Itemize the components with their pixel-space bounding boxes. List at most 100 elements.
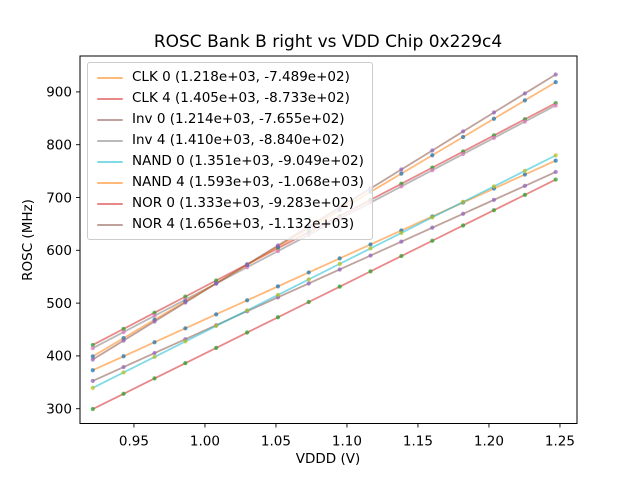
data-point (90, 385, 95, 391)
data-point (90, 368, 95, 373)
data-point (121, 354, 126, 359)
x-tick-label: 1.15 (403, 434, 433, 450)
data-point (306, 277, 311, 282)
data-point (430, 168, 435, 173)
data-point (152, 310, 157, 315)
series-nor-0 (90, 177, 558, 412)
legend-label-nand-4: NAND 4 (1.593e+03, -1.068e+03) (132, 174, 364, 190)
y-tick-label: 700 (46, 190, 72, 206)
data-point (306, 270, 311, 275)
data-point (214, 281, 219, 286)
data-point (183, 294, 188, 299)
data-point (183, 326, 188, 331)
data-point (461, 151, 466, 157)
data-point (152, 319, 157, 324)
data-point (522, 183, 527, 188)
data-point (183, 361, 188, 366)
x-tick-label: 0.95 (119, 434, 149, 450)
fit-line-clk-0 (92, 159, 557, 372)
data-point (337, 261, 342, 266)
data-point (214, 312, 219, 317)
x-tick-label: 1.20 (474, 434, 504, 450)
data-point (553, 72, 558, 77)
data-point (275, 315, 281, 320)
data-point (152, 313, 157, 318)
fit-line-nand-0 (92, 154, 557, 389)
legend-item-clk-0: CLK 0 (1.218e+03, -7.489e+02) (97, 67, 364, 88)
series-nand-0 (90, 153, 558, 391)
data-point (152, 340, 157, 345)
data-point (553, 153, 558, 158)
data-point (491, 184, 497, 189)
data-point (491, 208, 497, 213)
data-point (368, 253, 373, 258)
data-point (152, 376, 157, 381)
y-tick-label: 900 (46, 85, 72, 101)
data-point (183, 339, 188, 344)
data-point (461, 129, 466, 134)
data-point (152, 350, 157, 356)
data-point (245, 330, 250, 335)
x-tick-label: 1.00 (190, 434, 220, 450)
legend-swatch-nand-0 (97, 160, 123, 163)
data-point (553, 103, 558, 108)
data-point (121, 364, 126, 370)
legend-label-clk-4: CLK 4 (1.405e+03, -8.733e+02) (132, 90, 350, 106)
data-point (214, 323, 219, 329)
data-point (399, 171, 404, 176)
legend-label-nor-4: NOR 4 (1.656e+03, -1.132e+03) (132, 216, 355, 232)
series-clk-0 (90, 158, 558, 373)
data-point (337, 284, 342, 289)
data-point (553, 80, 558, 85)
legend-item-nand-0: NAND 0 (1.351e+03, -9.049e+02) (97, 151, 364, 172)
legend-swatch-inv-0 (97, 118, 123, 121)
data-point (337, 267, 342, 272)
legend-swatch-clk-4 (97, 97, 123, 100)
data-point (399, 253, 404, 259)
legend-item-nor-0: NOR 0 (1.333e+03, -9.283e+02) (97, 193, 364, 214)
data-point (461, 223, 466, 228)
data-point (275, 284, 281, 289)
data-point (430, 238, 435, 243)
legend-item-nand-4: NAND 4 (1.593e+03, -1.068e+03) (97, 172, 364, 193)
data-point (245, 298, 250, 303)
fit-line-nor-0 (92, 178, 557, 410)
legend: CLK 0 (1.218e+03, -7.489e+02) CLK 4 (1.40… (87, 62, 373, 240)
data-point (399, 184, 404, 189)
data-point (522, 119, 527, 124)
y-tick-label: 600 (46, 243, 72, 259)
x-tick-label: 1.05 (261, 434, 291, 450)
data-point (306, 299, 311, 305)
data-point (491, 135, 497, 140)
data-point (245, 262, 250, 267)
x-tick-label: 1.25 (545, 434, 575, 450)
data-point (522, 172, 527, 177)
data-point (90, 357, 95, 362)
legend-item-inv-4: Inv 4 (1.410e+03, -8.840e+02) (97, 130, 364, 151)
data-point (337, 256, 342, 261)
legend-swatch-inv-4 (97, 139, 123, 142)
data-point (461, 211, 466, 216)
y-tick-label: 800 (46, 138, 72, 154)
data-point (430, 225, 435, 230)
legend-item-clk-4: CLK 4 (1.405e+03, -8.733e+02) (97, 88, 364, 109)
data-point (121, 391, 126, 396)
data-point (90, 378, 95, 384)
data-point (430, 148, 435, 153)
legend-label-inv-4: Inv 4 (1.410e+03, -8.840e+02) (132, 132, 345, 148)
data-point (553, 158, 558, 163)
data-point (121, 326, 126, 331)
fit-line-inv-0 (92, 171, 557, 382)
data-point (522, 192, 527, 197)
data-point (183, 300, 188, 305)
data-point (491, 197, 497, 202)
data-point (491, 116, 497, 121)
x-axis-label: VDDD (V) (295, 451, 361, 467)
data-point (491, 110, 497, 115)
data-point (90, 354, 95, 359)
legend-swatch-nor-4 (97, 223, 123, 226)
data-point (430, 215, 435, 220)
data-point (306, 281, 311, 286)
legend-swatch-clk-0 (97, 76, 123, 79)
data-point (275, 292, 281, 298)
